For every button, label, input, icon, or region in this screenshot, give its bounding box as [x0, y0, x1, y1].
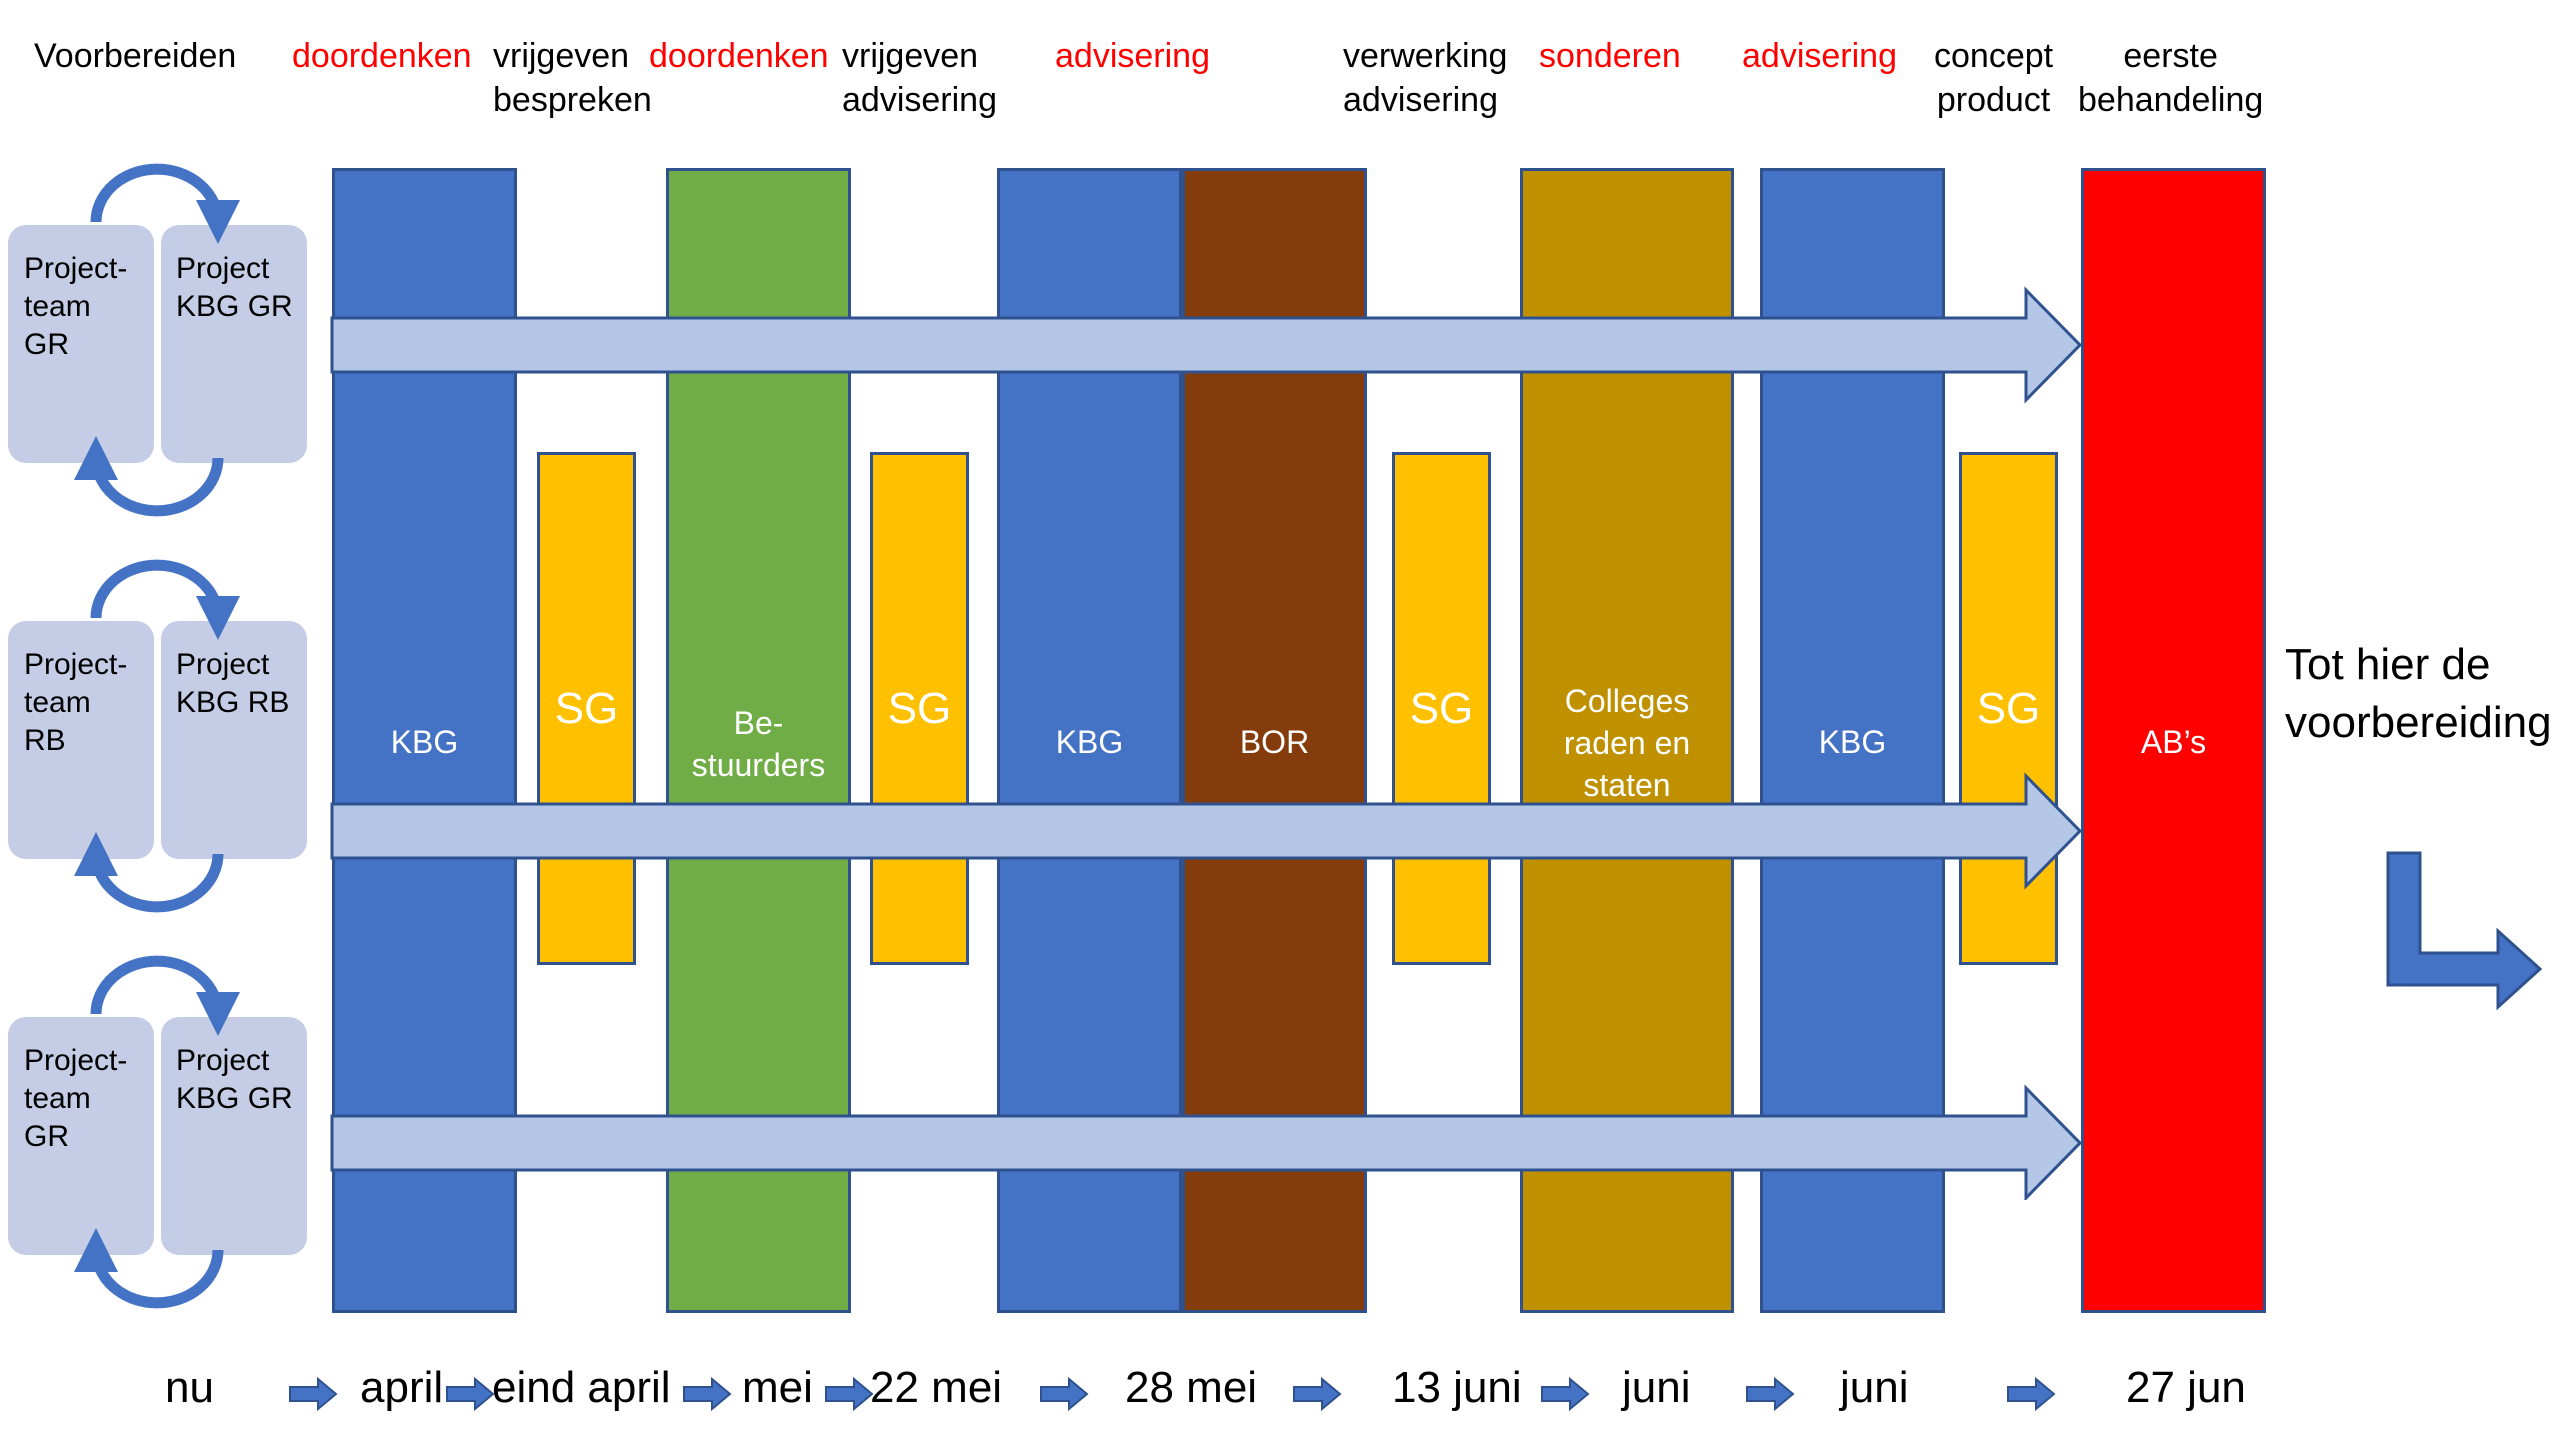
phase-label-vrijgeven-bespreken: vrijgeven bespreken	[493, 37, 652, 119]
sg-block	[870, 452, 969, 965]
phase-label-doordenken-2: doordenken	[649, 37, 829, 75]
team-label-right: Project KBG RB	[176, 648, 290, 719]
timeline-date: juni	[1622, 1363, 1691, 1412]
cycle-arrows	[74, 163, 240, 1309]
timeline-date: april	[360, 1363, 444, 1412]
sg-label: SG	[554, 684, 619, 733]
sg-label: SG	[1409, 684, 1474, 733]
timeline-arrow-icon	[1040, 1376, 1089, 1412]
timeline-date: 28 mei	[1125, 1363, 1258, 1412]
team-box-right	[161, 225, 307, 463]
flow-arrows	[330, 286, 2083, 1200]
sg-block	[1392, 452, 1491, 965]
phase-label-advisering-1: advisering	[1055, 37, 1210, 75]
pillar-label-abs: AB’s	[2140, 724, 2207, 760]
timeline-arrow-icon	[683, 1376, 732, 1412]
timeline-date: juni	[1840, 1363, 1909, 1412]
timeline-date: 22 mei	[870, 1363, 1003, 1412]
timeline-date: eind april	[492, 1363, 671, 1412]
cycle-arrow-icon	[74, 955, 240, 1309]
bent-arrow-icon	[2386, 851, 2543, 1011]
phase-label-verwerking-advisering: verwerking advisering	[1343, 37, 1508, 119]
pillar-label-kbg: KBG	[1818, 724, 1887, 760]
phase-label-vrijgeven-advisering: vrijgeven advisering	[842, 37, 997, 119]
sg-block	[1959, 452, 2058, 965]
cycle-arrow-icon	[74, 559, 240, 913]
timeline-arrow-icon	[446, 1376, 495, 1412]
sg-label: SG	[887, 684, 952, 733]
phase-label-concept-product: concept product	[1934, 37, 2054, 119]
phase-label-doordenken-1: doordenken	[292, 37, 472, 75]
pillar-label-colleges: Colleges raden en staten	[1563, 683, 1691, 803]
pillar-label-bestuurders: Be- stuurders	[691, 705, 826, 783]
pillar-abs	[2081, 168, 2266, 1313]
team-box-left	[8, 1017, 154, 1255]
team-label-right: Project KBG GR	[176, 1044, 293, 1115]
phase-label-eerste-behandeling: eerste behandeling	[2078, 37, 2264, 119]
timeline-date: mei	[742, 1363, 813, 1412]
timeline-arrow-icon	[1746, 1376, 1795, 1412]
timeline-date: 27 jun	[2126, 1363, 2246, 1412]
timeline-arrow-icon	[1293, 1376, 1342, 1412]
team-label-right: Project KBG GR	[176, 252, 293, 323]
sg-block	[537, 452, 636, 965]
timeline-arrow-icon	[825, 1376, 874, 1412]
timeline-arrow-icon	[289, 1376, 338, 1412]
timeline-arrow-icon	[1541, 1376, 1590, 1412]
flow-arrow-icon	[330, 772, 2083, 890]
timeline-date: 13 juni	[1392, 1363, 1522, 1412]
team-box-left	[8, 621, 154, 859]
pillar-label-kbg: KBG	[1055, 724, 1124, 760]
team-label-left: Project- team RB	[24, 648, 128, 757]
phase-label-sonderen: sonderen	[1539, 37, 1681, 75]
cycle-arrow-icon	[74, 163, 240, 517]
flow-arrow-icon	[330, 286, 2083, 404]
flow-arrow-icon	[330, 1084, 2083, 1200]
end-note: Tot hier de voorbereiding	[2285, 640, 2552, 747]
phase-label-voorbereiden: Voorbereiden	[34, 37, 237, 75]
timeline-arrow-icon	[2007, 1376, 2056, 1412]
timeline-arrows	[289, 1376, 2056, 1412]
team-label-left: Project- team GR	[24, 252, 128, 361]
sg-label: SG	[1976, 684, 2041, 733]
team-label-left: Project- team GR	[24, 1044, 128, 1153]
team-box-right	[161, 621, 307, 859]
team-box-left	[8, 225, 154, 463]
pillar-label-kbg: KBG	[390, 724, 459, 760]
team-box-right	[161, 1017, 307, 1255]
phase-label-advisering-2: advisering	[1742, 37, 1897, 75]
pillar-label-bor: BOR	[1239, 724, 1310, 760]
timeline-date: nu	[165, 1363, 214, 1412]
